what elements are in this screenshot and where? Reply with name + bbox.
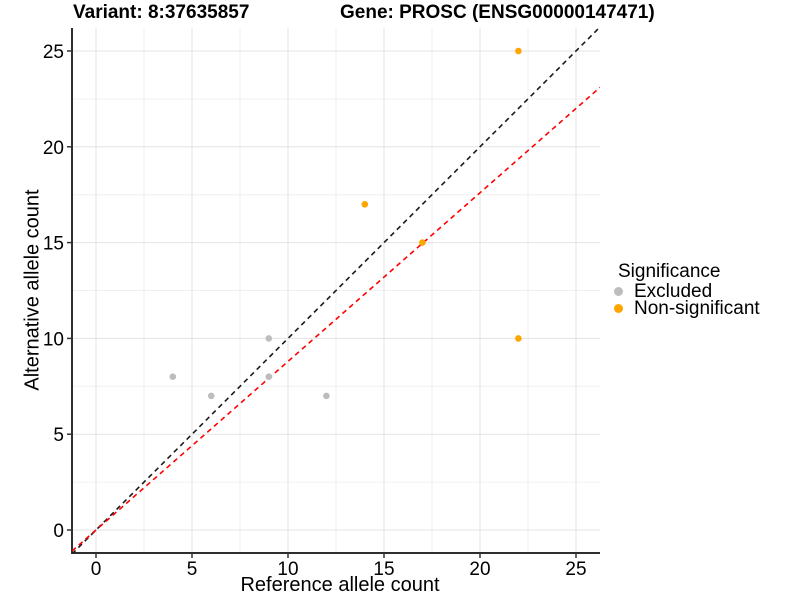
y-tick-labels: 0 5 10 15 20 25	[43, 42, 64, 542]
y-axis-title: Alternative allele count	[21, 189, 44, 391]
axis-lines	[71, 28, 600, 554]
data-point-excluded	[265, 335, 273, 342]
data-point-excluded	[207, 392, 215, 400]
data-point-excluded	[169, 373, 177, 381]
x-tick-label: 20	[469, 559, 490, 580]
y-tick-label: 15	[43, 234, 64, 255]
y-tick-label: 10	[43, 329, 64, 350]
x-axis-title: Reference allele count	[240, 574, 440, 596]
tick-marks	[67, 50, 577, 558]
legend-item-non-significant: Non-significant	[613, 297, 760, 319]
x-tick-labels: 0 5 10 15 20 25	[91, 559, 587, 580]
gene-title: Gene: PROSC (ENSG00000147471)	[340, 2, 655, 23]
y-tick-label: 5	[53, 425, 64, 446]
identity-line	[72, 28, 600, 553]
variant-title: Variant: 8:37635857	[73, 2, 250, 23]
legend-item-excluded: Excluded	[613, 280, 760, 302]
major-gridlines	[72, 28, 600, 553]
legend-title: Significance	[618, 261, 721, 282]
data-point-non-significant	[515, 335, 522, 342]
legend-items: Excluded Non-significant	[613, 280, 760, 319]
x-tick-label: 5	[187, 559, 198, 580]
fitted-line	[72, 86, 600, 552]
y-tick-label: 0	[53, 521, 64, 542]
legend-item-label: Excluded	[634, 280, 713, 302]
legend-item-label: Non-significant	[634, 297, 760, 319]
data-point-non-significant	[419, 239, 426, 246]
reference-lines	[72, 28, 600, 553]
data-point-non-significant	[361, 200, 369, 208]
minor-gridlines	[72, 28, 600, 553]
x-tick-label: 0	[91, 559, 102, 580]
legend-dot-icon	[614, 287, 623, 296]
x-tick-label: 15	[373, 559, 394, 580]
legend: Significance Excluded Non-significant	[613, 261, 760, 319]
x-tick-label: 10	[277, 559, 298, 580]
data-point-non-significant	[515, 47, 522, 55]
x-tick-label: 25	[565, 559, 586, 580]
data-point-excluded	[323, 392, 330, 400]
y-tick-label: 20	[43, 138, 64, 159]
y-tick-label: 25	[43, 42, 64, 63]
legend-dot-icon	[614, 304, 623, 313]
data-point-excluded	[265, 373, 273, 381]
scatter-points	[169, 47, 522, 400]
